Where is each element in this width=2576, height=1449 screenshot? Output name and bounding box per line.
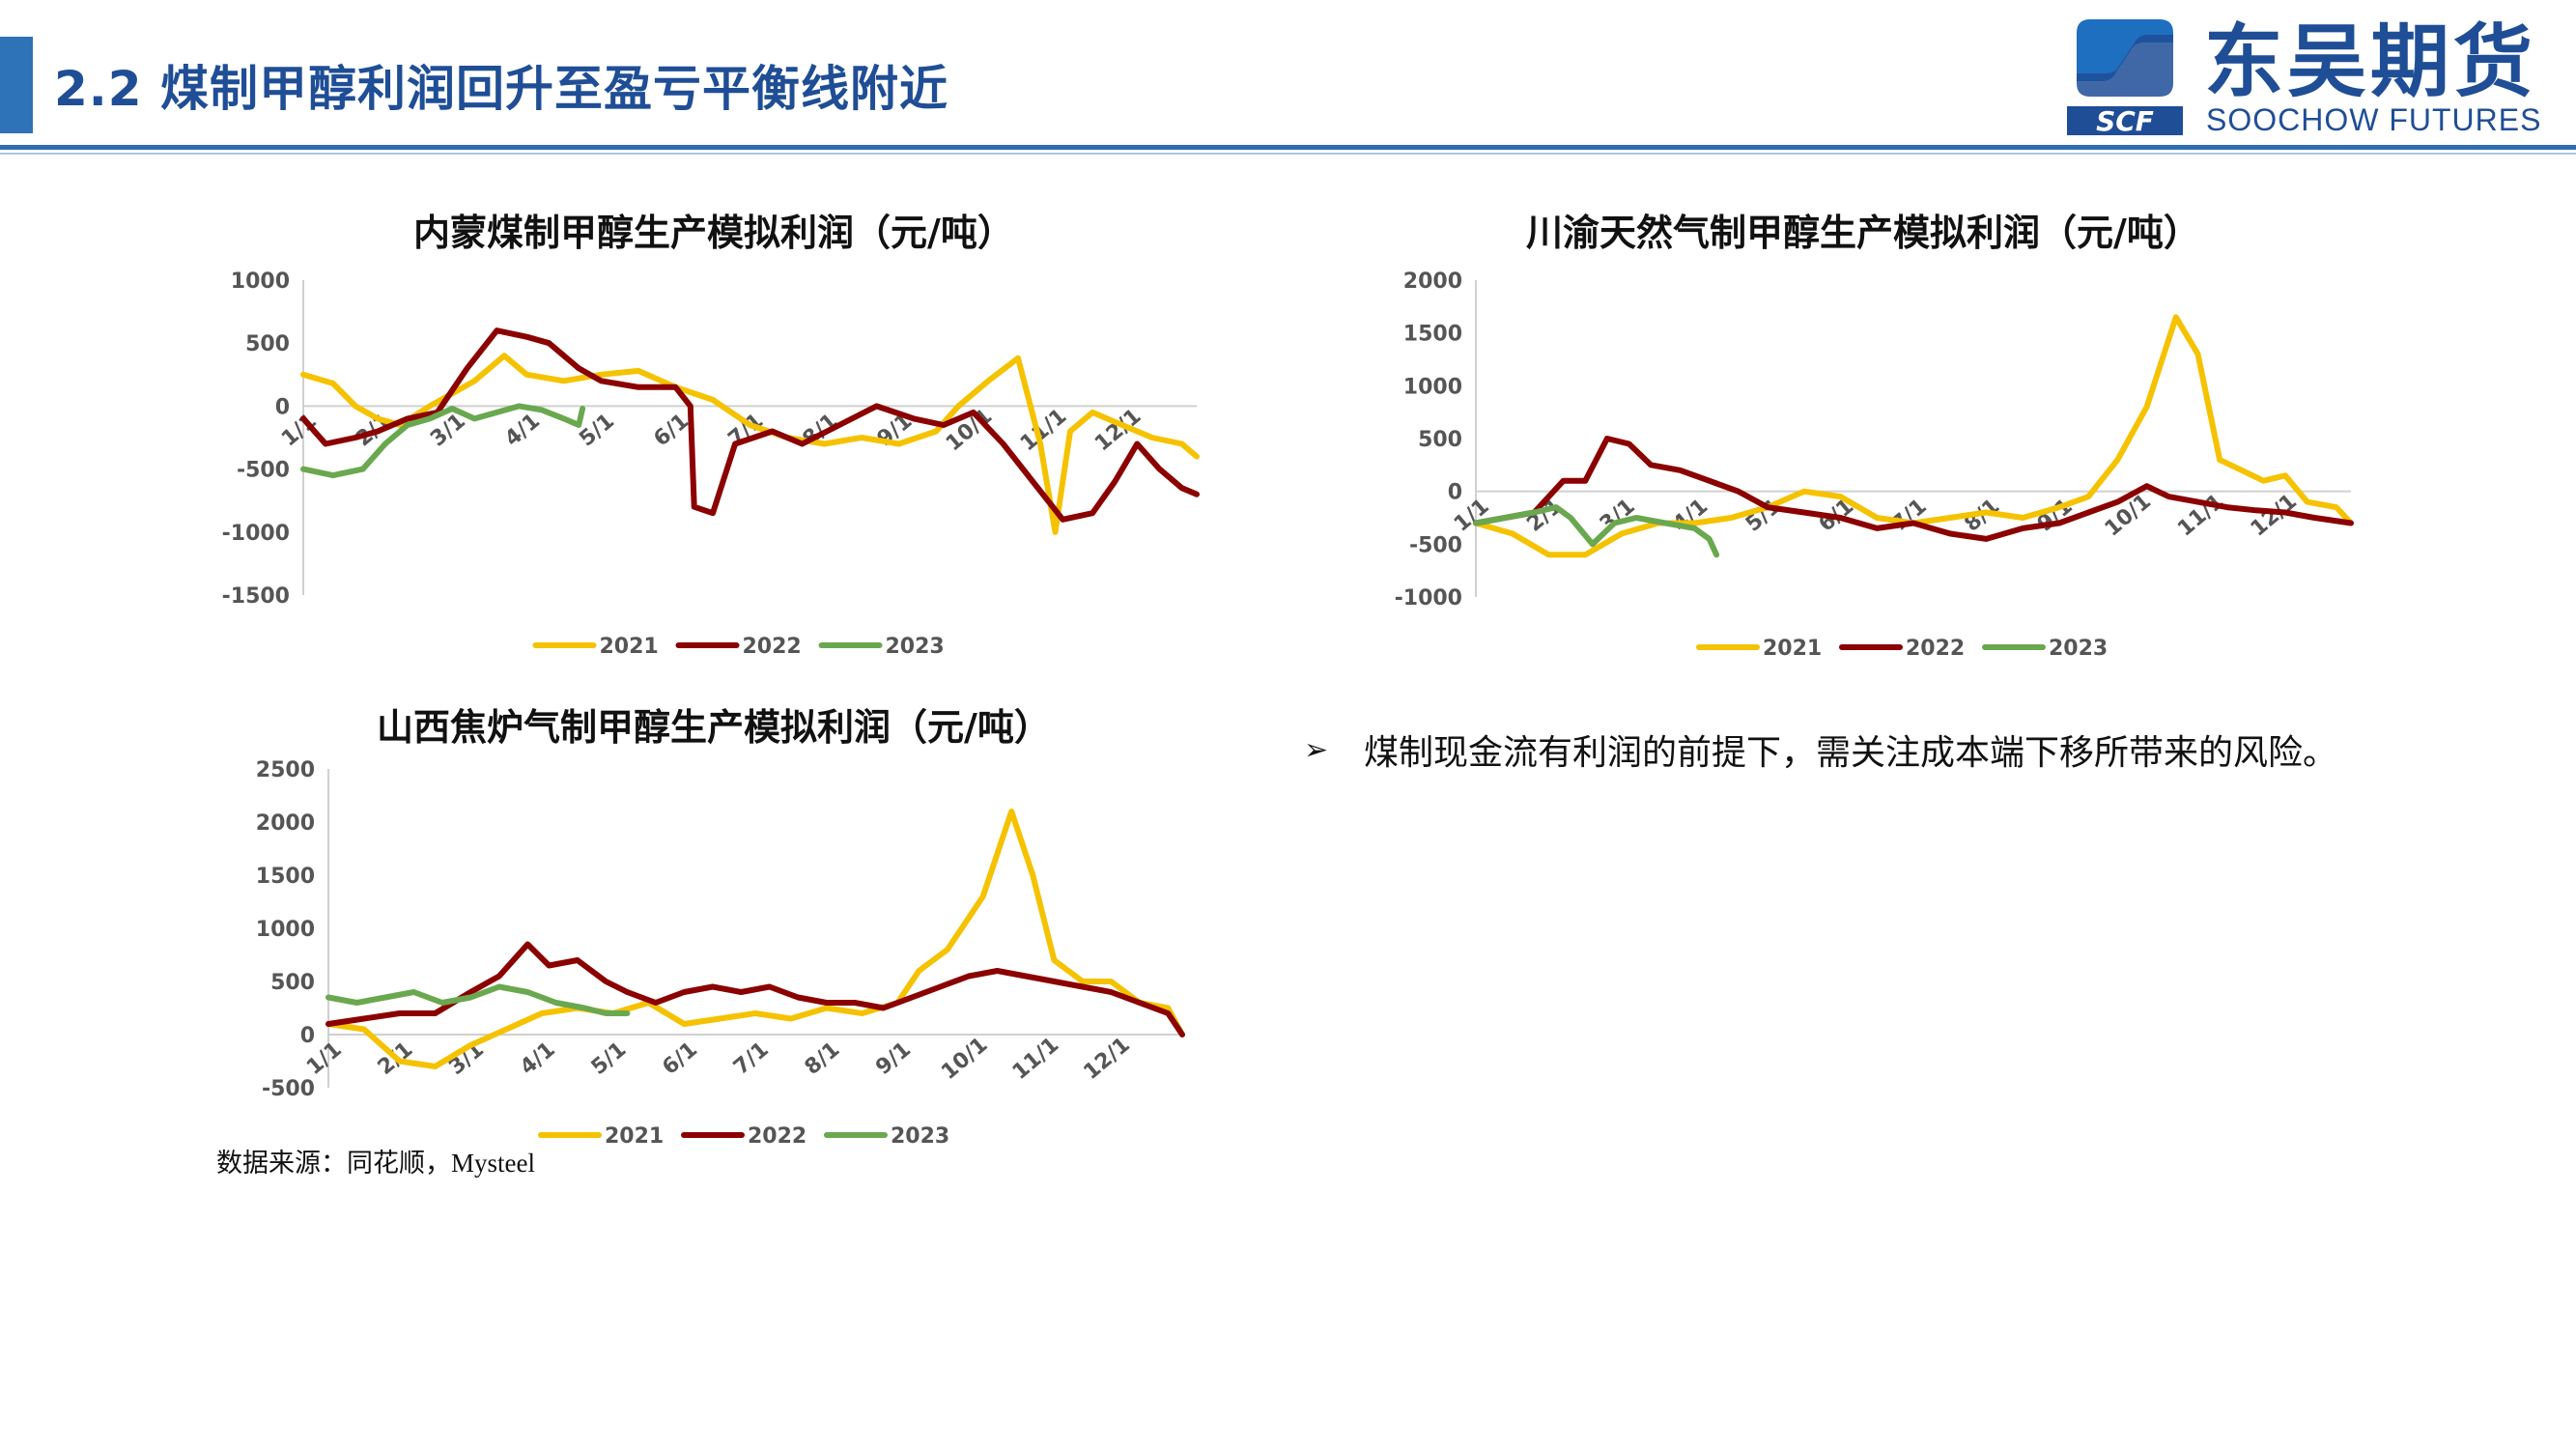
bullet-text: 煤制现金流有利润的前提下，需关注成本端下移所带来的风险。 (1364, 733, 2338, 773)
y-tick-label: -1000 (1395, 586, 1462, 611)
y-tick-label: 1000 (256, 918, 315, 942)
page-title: 2.2 煤制甲醇利润回升至盈亏平衡线附近 (54, 61, 948, 117)
header-accent-bar (0, 37, 33, 133)
x-tick-label: 8/1 (801, 1037, 845, 1080)
legend-label-2023: 2023 (891, 1124, 949, 1149)
header-divider-thin (0, 153, 2576, 155)
x-tick-label: 11/1 (1008, 1033, 1063, 1085)
legend-label-2021: 2021 (1763, 637, 1822, 661)
series-line-2021 (1473, 314, 2354, 558)
legend-label-2021: 2021 (600, 635, 659, 659)
logo-english-name: SOOCHOW FUTURES (2206, 102, 2542, 137)
y-tick-label: 0 (300, 1024, 315, 1048)
x-tick-label: 4/1 (516, 1037, 560, 1080)
y-tick-label: 2000 (1403, 270, 1462, 294)
y-tick-label: -500 (1409, 533, 1462, 557)
y-tick-label: -500 (237, 459, 290, 483)
chart-title: 山西焦炉气制甲醇生产模拟利润（元/吨） (377, 706, 1051, 749)
y-tick-label: -1500 (222, 584, 290, 609)
y-tick-label: 0 (1448, 481, 1462, 505)
series-line-2022 (300, 327, 1200, 523)
series-line-2022 (326, 941, 1185, 1037)
series-line-2023 (326, 983, 631, 1016)
x-tick-label: 10/1 (937, 1033, 992, 1085)
y-tick-label: 2000 (256, 811, 315, 836)
y-tick-label: 1000 (231, 270, 290, 294)
y-tick-label: -500 (262, 1077, 315, 1101)
arrow-bullet-icon: ➢ (1304, 732, 1329, 767)
legend-label-2023: 2023 (2049, 637, 2108, 661)
x-tick-label: 6/1 (658, 1037, 702, 1080)
company-logo: SCF 东吴期货 SOOCHOW FUTURES (2067, 14, 2569, 137)
logo-mark-text: SCF (2096, 105, 2154, 137)
y-tick-label: 1500 (1403, 323, 1462, 347)
x-tick-label: 5/1 (587, 1037, 632, 1080)
x-tick-label: 4/1 (500, 409, 545, 451)
chart-title: 川渝天然气制甲醇生产模拟利润（元/吨） (1526, 212, 2200, 254)
x-tick-label: 12/1 (1079, 1033, 1134, 1085)
y-tick-label: 500 (245, 332, 290, 356)
legend-label-2022: 2022 (748, 1124, 807, 1149)
x-tick-label: 7/1 (1887, 495, 1932, 537)
chart-inner-mongolia: 内蒙煤制甲醇生产模拟利润（元/吨） 1000 500 0 -500 -1000 -1500… (207, 193, 1221, 676)
y-tick-label: -1000 (222, 522, 290, 546)
y-tick-label: 500 (270, 971, 315, 995)
legend-label-2023: 2023 (886, 635, 945, 659)
scf-logo-icon: SCF (2067, 14, 2183, 137)
series-line-2023 (300, 403, 586, 479)
chart-sichuan-chongqing: 川渝天然气制甲醇生产模拟利润（元/吨） 2000 1500 1000 500 0 -500… (1356, 193, 2370, 676)
x-tick-label: 7/1 (729, 1037, 774, 1080)
y-tick-label: 500 (1418, 428, 1462, 452)
x-tick-label: 6/1 (649, 409, 694, 451)
y-tick-label: 2500 (256, 758, 315, 782)
chart-shanxi-coke-oven: 山西焦炉气制甲醇生产模拟利润（元/吨） 2500 2000 1500 1000 500 0… (207, 688, 1221, 1149)
bullet-point: ➢ 煤制现金流有利润的前提下，需关注成本端下移所带来的风险。 (1304, 724, 2337, 775)
y-tick-label: 1500 (256, 865, 315, 889)
legend-label-2021: 2021 (605, 1124, 664, 1149)
series-line-2023 (1473, 504, 1720, 558)
logo-chinese-name: 东吴期货 (2204, 16, 2537, 108)
data-source-note: 数据来源：同花顺，Mysteel (216, 1149, 535, 1178)
header-divider (0, 145, 2576, 150)
series-line-2022 (1473, 436, 2354, 542)
chart-title: 内蒙煤制甲醇生产模拟利润（元/吨） (413, 212, 1014, 254)
legend-label-2022: 2022 (743, 635, 802, 659)
y-tick-label: 1000 (1403, 375, 1462, 399)
x-tick-label: 9/1 (871, 1037, 916, 1080)
y-tick-label: 0 (275, 395, 290, 419)
legend-label-2022: 2022 (1906, 637, 1965, 661)
series-line-2021 (326, 809, 1185, 1069)
